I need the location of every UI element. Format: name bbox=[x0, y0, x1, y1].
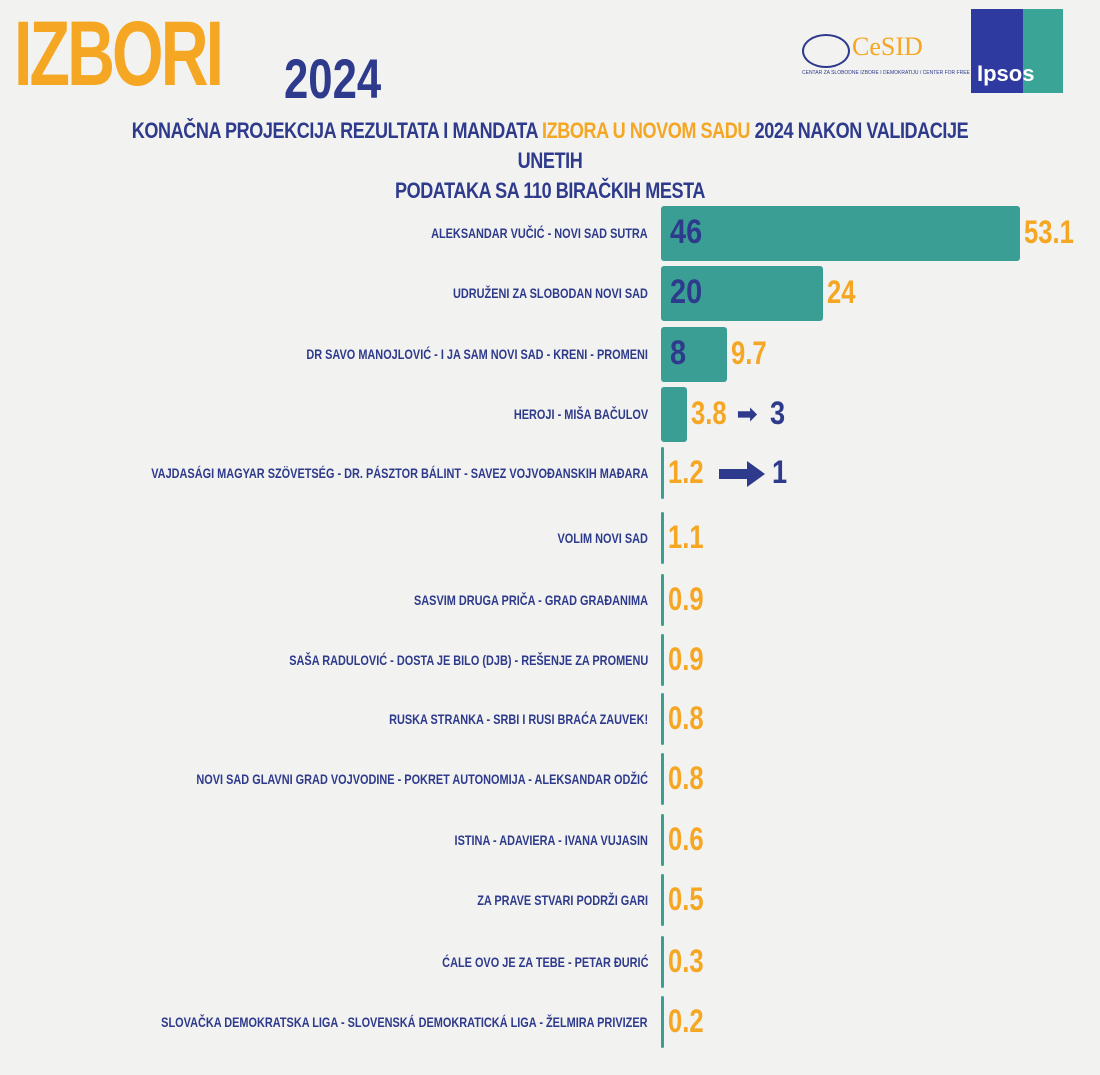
bar bbox=[661, 874, 664, 926]
category-label: ZA PRAVE STVARI PODRŽI GARI bbox=[477, 892, 648, 908]
category-label: RUSKA STRANKA - SRBI I RUSI BRAĆA ZAUVEK… bbox=[388, 711, 648, 727]
chart-subtitle: KONAČNA PROJEKCIJA REZULTATA I MANDATA I… bbox=[99, 116, 1001, 206]
seats-label: 1 bbox=[772, 454, 788, 490]
cesid-emblem-icon bbox=[802, 34, 850, 68]
bar bbox=[661, 447, 664, 499]
value-label: 1.2 bbox=[668, 454, 704, 490]
category-label: HEROJI - MIŠA BAČULOV bbox=[513, 406, 648, 422]
category-label: ĆALE OVO JE ZA TEBE - PETAR ĐURIĆ bbox=[441, 954, 648, 970]
bar-row: HEROJI - MIŠA BAČULOV 3.8 ➡ 3 bbox=[0, 384, 1100, 444]
value-label: 0.3 bbox=[668, 943, 704, 979]
value-label: 0.9 bbox=[668, 581, 704, 617]
category-label: ISTINA - ADAVIERA - IVANA VUJASIN bbox=[454, 832, 648, 848]
value-label: 0.5 bbox=[668, 881, 704, 917]
cesid-logo: CeSID CENTAR ZA SLOBODNE IZBORE I DEMOKR… bbox=[800, 30, 1045, 90]
value-label: 0.6 bbox=[668, 821, 704, 857]
subtitle-highlight: IZBORA U NOVOM SADU bbox=[542, 118, 751, 143]
bar bbox=[661, 574, 664, 626]
bar bbox=[661, 814, 664, 866]
bar bbox=[661, 996, 664, 1048]
bar-row: ALEKSANDAR VUČIĆ - NOVI SAD SUTRA 46 53.1 bbox=[0, 203, 1100, 263]
bar bbox=[661, 753, 664, 805]
subtitle-part1: KONAČNA PROJEKCIJA REZULTATA I MANDATA bbox=[131, 118, 543, 143]
bar bbox=[661, 265, 824, 321]
title-year: 2024 bbox=[284, 47, 382, 110]
bar-row: SAŠA RADULOVIĆ - DOSTA JE BILO (DJB) - R… bbox=[0, 630, 1100, 690]
value-label: 0.9 bbox=[668, 641, 704, 677]
ipsos-logo-accent bbox=[1023, 9, 1063, 93]
bar-row: ĆALE OVO JE ZA TEBE - PETAR ĐURIĆ 0.3 bbox=[0, 932, 1100, 992]
seats-label: 3 bbox=[770, 395, 786, 431]
bar bbox=[661, 693, 664, 745]
value-label: 9.7 bbox=[730, 335, 767, 371]
ipsos-logo: Ipsos bbox=[971, 9, 1063, 93]
category-label: DR SAVO MANOJLOVIĆ - I JA SAM NOVI SAD -… bbox=[306, 346, 648, 362]
bar-row: UDRUŽENI ZA SLOBODAN NOVI SAD 20 24 bbox=[0, 263, 1100, 323]
bar-row: VOLIM NOVI SAD 1.1 bbox=[0, 508, 1100, 568]
bar-row: ISTINA - ADAVIERA - IVANA VUJASIN 0.6 bbox=[0, 810, 1100, 870]
bar-row: SASVIM DRUGA PRIČA - GRAD GRAĐANIMA 0.9 bbox=[0, 570, 1100, 630]
bar-row: DR SAVO MANOJLOVIĆ - I JA SAM NOVI SAD -… bbox=[0, 324, 1100, 384]
value-label: 3.8 bbox=[690, 395, 727, 431]
subtitle-line2: PODATAKA SA 110 BIRAČKIH MESTA bbox=[394, 178, 706, 203]
seats-label: 46 bbox=[670, 213, 703, 251]
value-label: 0.8 bbox=[668, 760, 704, 796]
category-label: SLOVAČKA DEMOKRATSKA LIGA - SLOVENSKÁ DE… bbox=[161, 1014, 648, 1030]
bar bbox=[661, 512, 664, 564]
category-label: VAJDASÁGI MAGYAR SZÖVETSÉG - DR. PÁSZTOR… bbox=[150, 465, 648, 481]
value-label: 1.1 bbox=[668, 519, 704, 555]
value-label: 0.2 bbox=[668, 1003, 704, 1039]
cesid-logo-subtext: CENTAR ZA SLOBODNE IZBORE I DEMOKRATIJU … bbox=[802, 70, 1046, 76]
bar bbox=[661, 386, 687, 442]
category-label: UDRUŽENI ZA SLOBODAN NOVI SAD bbox=[453, 285, 648, 301]
bar bbox=[661, 205, 1020, 261]
value-label: 53.1 bbox=[1024, 214, 1074, 250]
bar-row: NOVI SAD GLAVNI GRAD VOJVODINE - POKRET … bbox=[0, 749, 1100, 809]
bar bbox=[661, 936, 664, 988]
bar bbox=[661, 634, 664, 686]
seats-label: 8 bbox=[670, 334, 687, 372]
value-label: 0.8 bbox=[668, 700, 704, 736]
category-label: SAŠA RADULOVIĆ - DOSTA JE BILO (DJB) - R… bbox=[289, 652, 648, 668]
bar-row: SLOVAČKA DEMOKRATSKA LIGA - SLOVENSKÁ DE… bbox=[0, 992, 1100, 1052]
seats-label: 20 bbox=[670, 273, 703, 311]
category-label: VOLIM NOVI SAD bbox=[557, 530, 648, 546]
category-label: ALEKSANDAR VUČIĆ - NOVI SAD SUTRA bbox=[431, 225, 648, 241]
bar-row: RUSKA STRANKA - SRBI I RUSI BRAĆA ZAUVEK… bbox=[0, 689, 1100, 749]
bar bbox=[661, 326, 727, 382]
bar-row: ZA PRAVE STVARI PODRŽI GARI 0.5 bbox=[0, 870, 1100, 930]
category-label: SASVIM DRUGA PRIČA - GRAD GRAĐANIMA bbox=[414, 592, 648, 608]
subtitle-part2: 2024 NAKON VALIDACIJE UNETIH bbox=[517, 118, 969, 173]
arrow-right-icon: ➡ bbox=[737, 401, 758, 428]
value-label: 24 bbox=[827, 274, 856, 310]
ipsos-logo-text: Ipsos bbox=[977, 61, 1035, 86]
title-izbori: IZBORI bbox=[14, 3, 224, 105]
arrow-right-icon bbox=[719, 461, 765, 487]
category-label: NOVI SAD GLAVNI GRAD VOJVODINE - POKRET … bbox=[196, 771, 648, 787]
bar-row: VAJDASÁGI MAGYAR SZÖVETSÉG - DR. PÁSZTOR… bbox=[0, 443, 1100, 503]
cesid-logo-text: CeSID bbox=[852, 32, 923, 61]
